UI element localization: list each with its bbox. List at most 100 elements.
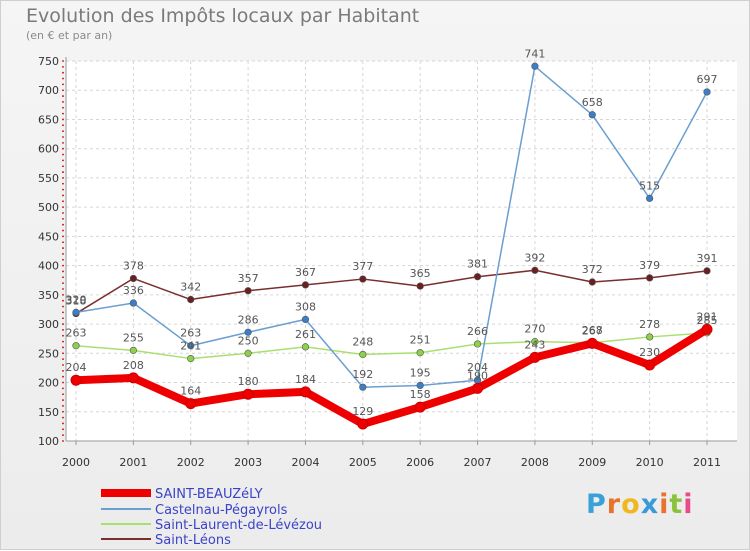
- y-minor-tick: [62, 428, 64, 431]
- y-minor-tick: [62, 381, 64, 384]
- data-label-2: 241: [180, 340, 201, 353]
- chart-subtitle: (en € et par an): [26, 29, 113, 42]
- y-minor-tick: [62, 305, 64, 308]
- data-label-0: 243: [524, 338, 545, 351]
- y-minor-tick: [62, 329, 64, 331]
- series-point-2: [129, 346, 137, 354]
- y-minor-tick: [62, 375, 64, 378]
- series-point-3: [531, 266, 539, 274]
- series-point-2: [244, 349, 252, 357]
- data-label-2: 250: [238, 334, 259, 347]
- data-label-0: 291: [697, 310, 718, 323]
- y-minor-tick: [62, 264, 64, 267]
- y-minor-tick: [62, 253, 64, 255]
- series-point-0: [701, 323, 713, 335]
- series-point-3: [244, 287, 252, 295]
- y-minor-tick: [62, 440, 64, 442]
- y-minor-tick: [62, 352, 64, 355]
- y-minor-tick: [62, 282, 64, 285]
- y-minor-tick: [62, 340, 64, 343]
- data-label-3: 318: [66, 295, 87, 308]
- data-label-0: 180: [238, 375, 259, 388]
- x-tick-label: 2001: [119, 456, 147, 469]
- y-minor-tick: [62, 346, 64, 349]
- series-point-2: [359, 350, 367, 359]
- series-point-2: [531, 338, 539, 346]
- y-minor-tick: [62, 124, 64, 127]
- y-tick-label: 500: [38, 201, 59, 214]
- data-label-2: 278: [639, 318, 660, 331]
- y-tick-label: 100: [38, 435, 59, 448]
- x-tick-label: 2011: [693, 456, 721, 469]
- data-label-3: 365: [410, 267, 431, 280]
- x-tick-label: 2010: [636, 456, 664, 469]
- data-label-0: 267: [582, 324, 603, 337]
- y-minor-tick: [62, 194, 64, 197]
- series-point-3: [473, 273, 482, 281]
- chart-title: Evolution des Impôts locaux par Habitant: [26, 5, 420, 27]
- series-point-1: [72, 308, 80, 316]
- series-line-0: [72, 325, 711, 429]
- y-minor-tick: [62, 83, 64, 86]
- y-minor-tick: [62, 136, 64, 138]
- data-label-1: 192: [352, 368, 373, 381]
- y-minor-tick: [62, 89, 64, 92]
- data-label-0: 230: [639, 346, 660, 359]
- y-minor-tick: [62, 171, 64, 173]
- data-label-0: 204: [66, 361, 87, 374]
- data-label-2: 266: [467, 325, 488, 338]
- data-label-0: 184: [295, 373, 316, 386]
- y-minor-tick: [62, 364, 64, 366]
- x-tick-label: 2008: [521, 456, 549, 469]
- series-point-1: [129, 299, 137, 307]
- data-label-3: 391: [697, 252, 718, 265]
- series-point-3: [703, 267, 711, 275]
- series-point-1: [187, 342, 195, 350]
- y-minor-tick: [62, 165, 64, 168]
- y-minor-tick: [62, 106, 64, 109]
- logo-letter: r: [606, 489, 622, 520]
- series-line-1: [75, 65, 708, 388]
- y-minor-tick: [62, 258, 64, 261]
- series-point-2: [646, 333, 654, 341]
- data-label-1: 204: [467, 361, 488, 374]
- x-tick-label: 2005: [349, 456, 377, 469]
- y-tick-label: 450: [38, 230, 59, 243]
- y-minor-tick: [62, 118, 64, 121]
- y-minor-tick: [62, 288, 64, 290]
- series-point-0: [357, 418, 369, 430]
- series-point-1: [301, 315, 310, 324]
- series-point-0: [70, 374, 82, 386]
- data-label-0: 158: [410, 388, 431, 401]
- y-minor-tick: [62, 71, 64, 74]
- y-minor-tick: [62, 416, 64, 419]
- legend-label-1: Castelnau-Pégayrols: [155, 503, 288, 518]
- data-label-3: 378: [123, 259, 144, 272]
- y-tick-label: 200: [38, 377, 59, 390]
- data-label-2: 251: [410, 334, 431, 347]
- legend: SAINT-BEAUZéLYCastelnau-PégayrolsSaint-L…: [101, 487, 322, 548]
- series-point-0: [242, 388, 254, 400]
- legend-label-3: Saint-Léons: [155, 533, 231, 548]
- data-label-0: 129: [352, 405, 373, 418]
- y-minor-tick: [62, 65, 64, 68]
- series-point-0: [185, 398, 197, 410]
- x-tick-label: 2004: [291, 456, 319, 469]
- y-minor-tick: [62, 200, 64, 203]
- y-minor-tick: [62, 334, 64, 337]
- series-point-3: [301, 281, 310, 289]
- y-tick-label: 400: [38, 260, 59, 273]
- y-minor-tick: [62, 393, 64, 396]
- series-point-1: [531, 62, 539, 70]
- data-label-1: 336: [123, 284, 144, 297]
- series-line-3: [75, 269, 708, 315]
- data-label-2: 263: [66, 327, 87, 340]
- y-tick-label: 600: [38, 143, 59, 156]
- y-minor-tick: [62, 311, 64, 314]
- y-minor-tick: [62, 369, 64, 372]
- series-point-0: [299, 386, 311, 398]
- series-point-1: [588, 111, 596, 119]
- y-minor-tick: [62, 130, 64, 133]
- data-label-0: 164: [180, 385, 201, 398]
